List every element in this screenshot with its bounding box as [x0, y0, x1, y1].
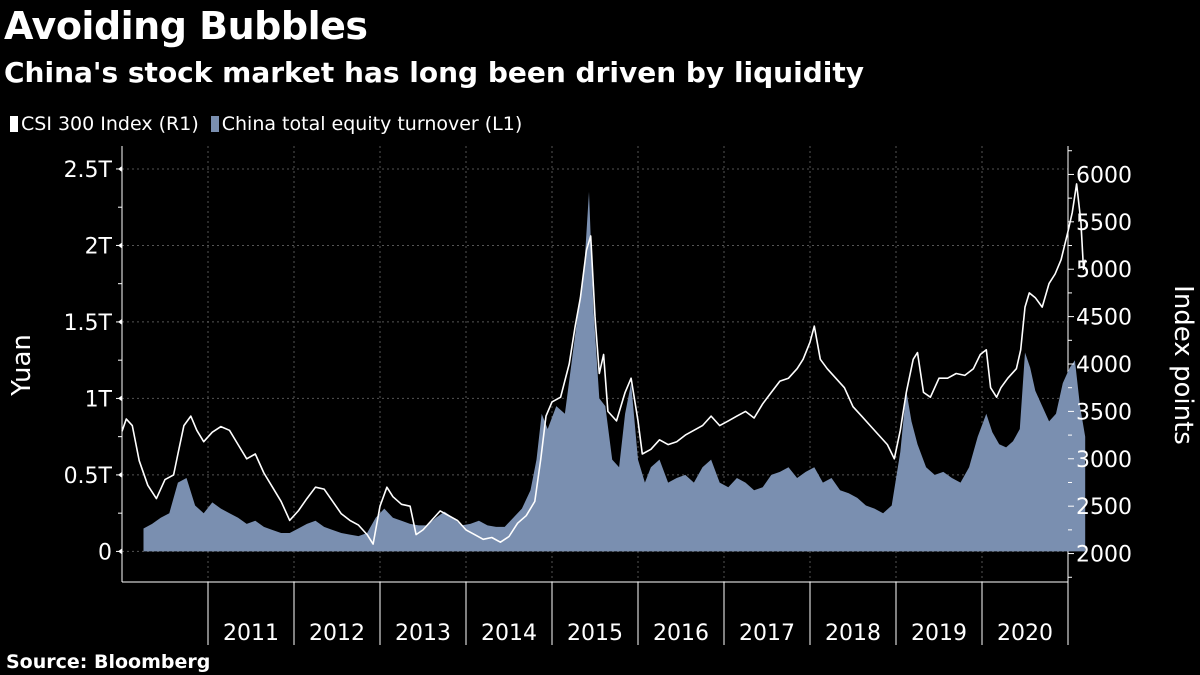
y-left-tick-marker-5: [118, 165, 122, 172]
y-left-tick-label-1: 0.5T: [64, 464, 113, 489]
y-right-tick-label-2: 3000: [1076, 448, 1132, 473]
x-tick-label-2013: 2013: [395, 621, 451, 646]
y-left-axis-title: Yuan: [7, 334, 37, 397]
y-left-tick-marker-2: [118, 395, 122, 402]
chart-source: Source: Bloomberg: [6, 651, 211, 673]
x-tick-label-2015: 2015: [567, 621, 623, 646]
y-right-tick-label-7: 5500: [1076, 211, 1132, 236]
x-tick-label-2011: 2011: [223, 621, 279, 646]
legend-label-turnover: China total equity turnover (L1): [221, 113, 523, 135]
legend-swatch-csi300: [10, 116, 18, 132]
legend-item-turnover: China total equity turnover (L1): [210, 113, 523, 135]
y-left-tick-marker-3: [118, 318, 122, 325]
y-left-tick-label-5: 2.5T: [64, 158, 113, 183]
x-tick-label-2016: 2016: [653, 621, 709, 646]
chart-subtitle: China's stock market has long been drive…: [4, 56, 864, 89]
y-left-tick-label-4: 2T: [85, 234, 113, 259]
y-right-tick-label-3: 3500: [1076, 400, 1132, 425]
y-left-tick-marker-1: [118, 471, 122, 478]
y-left-tick-label-3: 1.5T: [64, 311, 113, 336]
csi300-line: [121, 183, 1086, 545]
x-tick-label-2014: 2014: [481, 621, 537, 646]
y-left-tick-label-0: 0: [98, 540, 112, 565]
x-tick-label-2018: 2018: [825, 621, 881, 646]
x-tick-label-2012: 2012: [309, 621, 365, 646]
turnover-area: [143, 191, 1086, 552]
legend: CSI 300 Index (R1) China total equity tu…: [10, 113, 534, 135]
y-left-tick-label-2: 1T: [85, 387, 113, 412]
legend-item-csi300: CSI 300 Index (R1): [10, 113, 199, 135]
x-tick-label-2019: 2019: [911, 621, 967, 646]
chart-title: Avoiding Bubbles: [4, 4, 368, 48]
legend-label-csi300: CSI 300 Index (R1): [21, 113, 199, 135]
y-right-tick-label-1: 2500: [1076, 495, 1132, 520]
y-right-tick-label-6: 5000: [1076, 258, 1132, 283]
x-tick-label-2017: 2017: [739, 621, 795, 646]
y-right-tick-label-4: 4000: [1076, 353, 1132, 378]
y-right-tick-label-5: 4500: [1076, 306, 1132, 331]
y-right-tick-label-0: 2000: [1076, 543, 1132, 568]
x-tick-label-2020: 2020: [997, 621, 1053, 646]
legend-swatch-turnover: [210, 116, 219, 132]
y-left-tick-marker-0: [118, 548, 122, 555]
y-right-tick-label-8: 6000: [1076, 163, 1132, 188]
y-right-axis-title: Index points: [1168, 285, 1198, 445]
y-left-tick-marker-4: [118, 242, 122, 249]
